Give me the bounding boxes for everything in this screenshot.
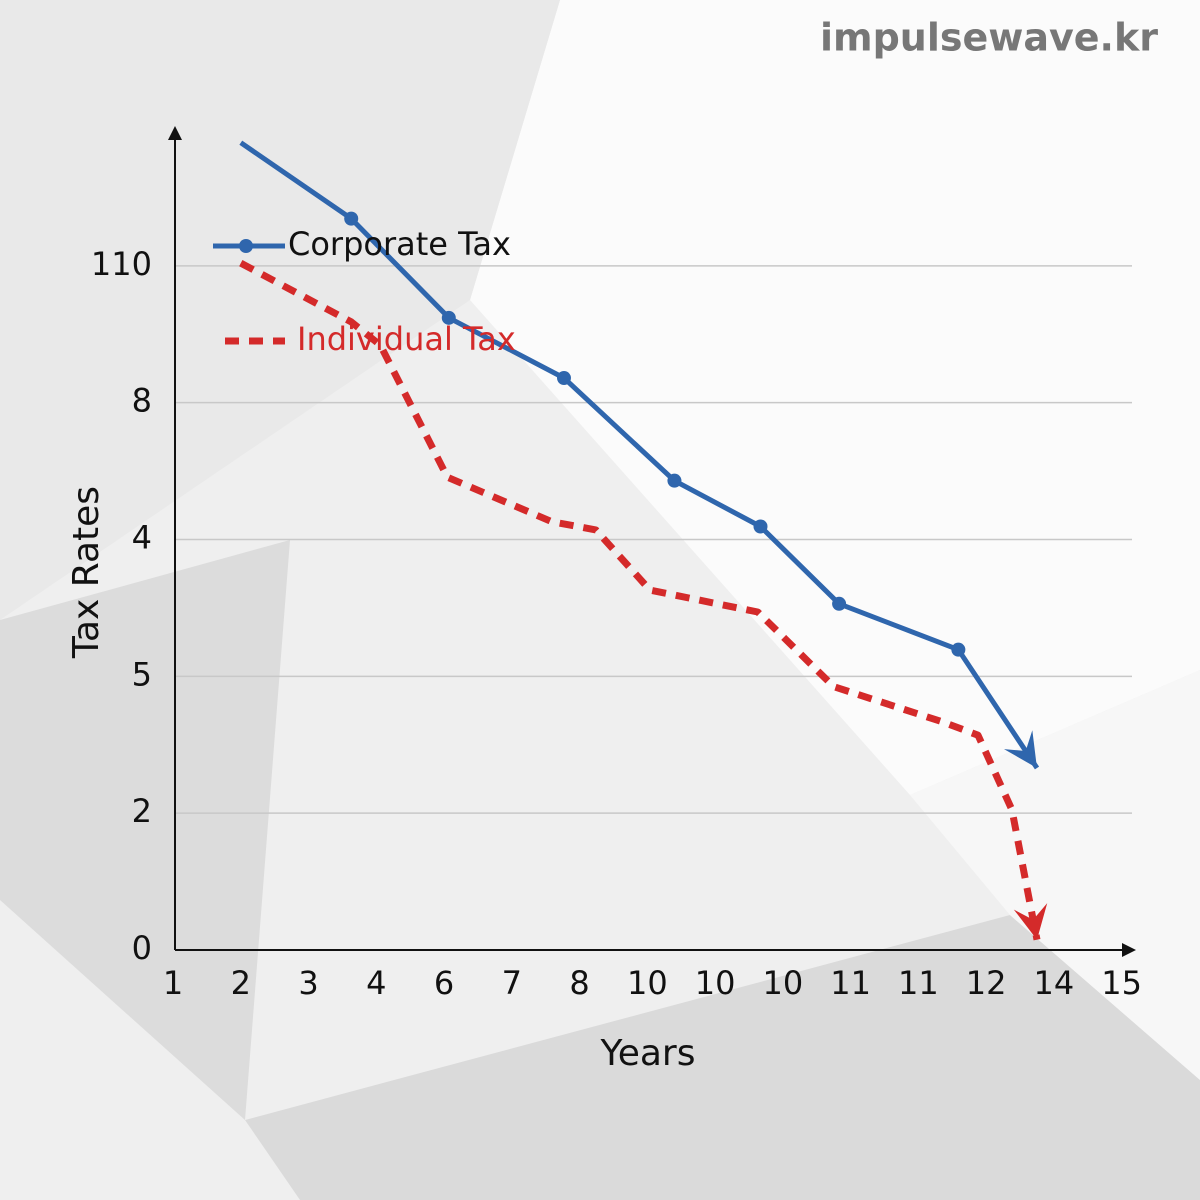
point xyxy=(441,310,456,325)
bg-shape xyxy=(0,0,560,620)
bg-shape xyxy=(470,0,1200,795)
y-axis-arrow xyxy=(168,126,182,140)
point xyxy=(951,642,966,657)
y-tick-label: 0 xyxy=(132,929,152,967)
legend: Corporate Tax Individual Tax xyxy=(213,225,516,358)
x-tick-label: 4 xyxy=(366,964,386,1002)
x-tick-label: 1 xyxy=(163,964,183,1002)
arrow-head xyxy=(1003,730,1037,769)
legend-marker xyxy=(239,239,253,253)
point xyxy=(667,473,682,488)
y-tick-label: 8 xyxy=(132,382,152,420)
y-tick-label: 5 xyxy=(132,655,152,693)
x-tick-label: 11 xyxy=(830,964,871,1002)
x-tick-label: 10 xyxy=(763,964,804,1002)
series-line xyxy=(239,260,1041,941)
x-axis-label: Years xyxy=(600,1033,696,1074)
point xyxy=(556,371,571,386)
x-tick-label: 8 xyxy=(569,964,589,1002)
lines xyxy=(239,140,1048,941)
y-tick-label: 110 xyxy=(91,245,152,283)
grid xyxy=(175,265,1132,814)
bg-shape xyxy=(245,915,1200,1200)
x-tick-label: 3 xyxy=(298,964,318,1002)
point xyxy=(753,519,768,534)
legend-label: Corporate Tax xyxy=(288,225,511,263)
bg-shape xyxy=(0,540,290,1120)
point xyxy=(832,596,847,611)
x-tick-label: 12 xyxy=(966,964,1007,1002)
x-tick-label: 10 xyxy=(695,964,736,1002)
x-tick-label: 14 xyxy=(1034,964,1075,1002)
x-tick-label: 11 xyxy=(898,964,939,1002)
x-tick-label: 10 xyxy=(627,964,668,1002)
x-tick-label: 7 xyxy=(502,964,522,1002)
x-tick-label: 15 xyxy=(1101,964,1142,1002)
legend-label: Individual Tax xyxy=(297,320,516,358)
point xyxy=(344,211,359,226)
y-tick-label: 2 xyxy=(132,792,152,830)
x-tick-label: 2 xyxy=(231,964,251,1002)
x-tick-label: 6 xyxy=(434,964,454,1002)
y-axis-label: Tax Rates xyxy=(66,486,107,659)
bg-shape xyxy=(910,670,1200,1080)
y-tick-label: 4 xyxy=(132,519,152,557)
watermark: impulsewave.kr xyxy=(820,16,1158,60)
x-axis-arrow xyxy=(1122,943,1136,957)
arrow-head xyxy=(1013,903,1048,940)
